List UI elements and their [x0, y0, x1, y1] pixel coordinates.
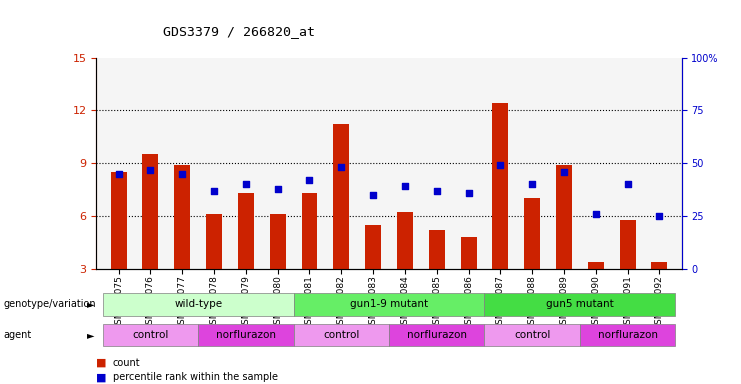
Text: norflurazon: norflurazon — [598, 330, 657, 340]
Point — [558, 169, 570, 175]
Bar — [461, 237, 476, 269]
Text: gun5 mutant: gun5 mutant — [546, 299, 614, 310]
Bar — [142, 154, 159, 269]
Point — [240, 181, 252, 187]
Bar — [365, 225, 381, 269]
Text: gun1-9 mutant: gun1-9 mutant — [350, 299, 428, 310]
Point — [399, 184, 411, 190]
Point — [113, 171, 124, 177]
FancyBboxPatch shape — [485, 293, 675, 316]
FancyBboxPatch shape — [103, 324, 198, 346]
Bar — [302, 193, 317, 269]
Bar — [238, 193, 254, 269]
Text: ►: ► — [87, 299, 95, 309]
Text: ►: ► — [87, 330, 95, 340]
Point — [462, 190, 474, 196]
Bar — [206, 214, 222, 269]
Bar — [110, 172, 127, 269]
FancyBboxPatch shape — [293, 293, 485, 316]
FancyBboxPatch shape — [485, 324, 580, 346]
Text: genotype/variation: genotype/variation — [4, 299, 96, 309]
FancyBboxPatch shape — [198, 324, 293, 346]
Text: GDS3379 / 266820_at: GDS3379 / 266820_at — [163, 25, 315, 38]
Text: norflurazon: norflurazon — [407, 330, 467, 340]
Bar — [493, 103, 508, 269]
Text: ■: ■ — [96, 372, 107, 382]
FancyBboxPatch shape — [389, 324, 485, 346]
Point — [526, 181, 538, 187]
Text: percentile rank within the sample: percentile rank within the sample — [113, 372, 278, 382]
Text: control: control — [514, 330, 551, 340]
FancyBboxPatch shape — [580, 324, 675, 346]
Bar — [397, 212, 413, 269]
Point — [431, 188, 442, 194]
Bar — [270, 214, 285, 269]
Point — [304, 177, 316, 183]
Text: control: control — [132, 330, 169, 340]
Point — [144, 167, 156, 173]
Point — [336, 164, 348, 170]
Bar — [524, 199, 540, 269]
Text: control: control — [323, 330, 359, 340]
Text: norflurazon: norflurazon — [216, 330, 276, 340]
Point — [494, 162, 506, 169]
FancyBboxPatch shape — [293, 324, 389, 346]
Point — [654, 213, 665, 219]
Bar — [556, 165, 572, 269]
Bar — [588, 262, 604, 269]
Point — [368, 192, 379, 198]
Bar — [429, 230, 445, 269]
Bar — [333, 124, 349, 269]
Bar — [174, 165, 190, 269]
Text: wild-type: wild-type — [174, 299, 222, 310]
FancyBboxPatch shape — [103, 293, 293, 316]
Bar — [619, 220, 636, 269]
Point — [272, 185, 284, 192]
Point — [176, 171, 188, 177]
Text: agent: agent — [4, 330, 32, 340]
Point — [590, 211, 602, 217]
Text: ■: ■ — [96, 358, 107, 368]
Point — [622, 181, 634, 187]
Point — [208, 188, 220, 194]
Bar — [651, 262, 668, 269]
Text: count: count — [113, 358, 140, 368]
